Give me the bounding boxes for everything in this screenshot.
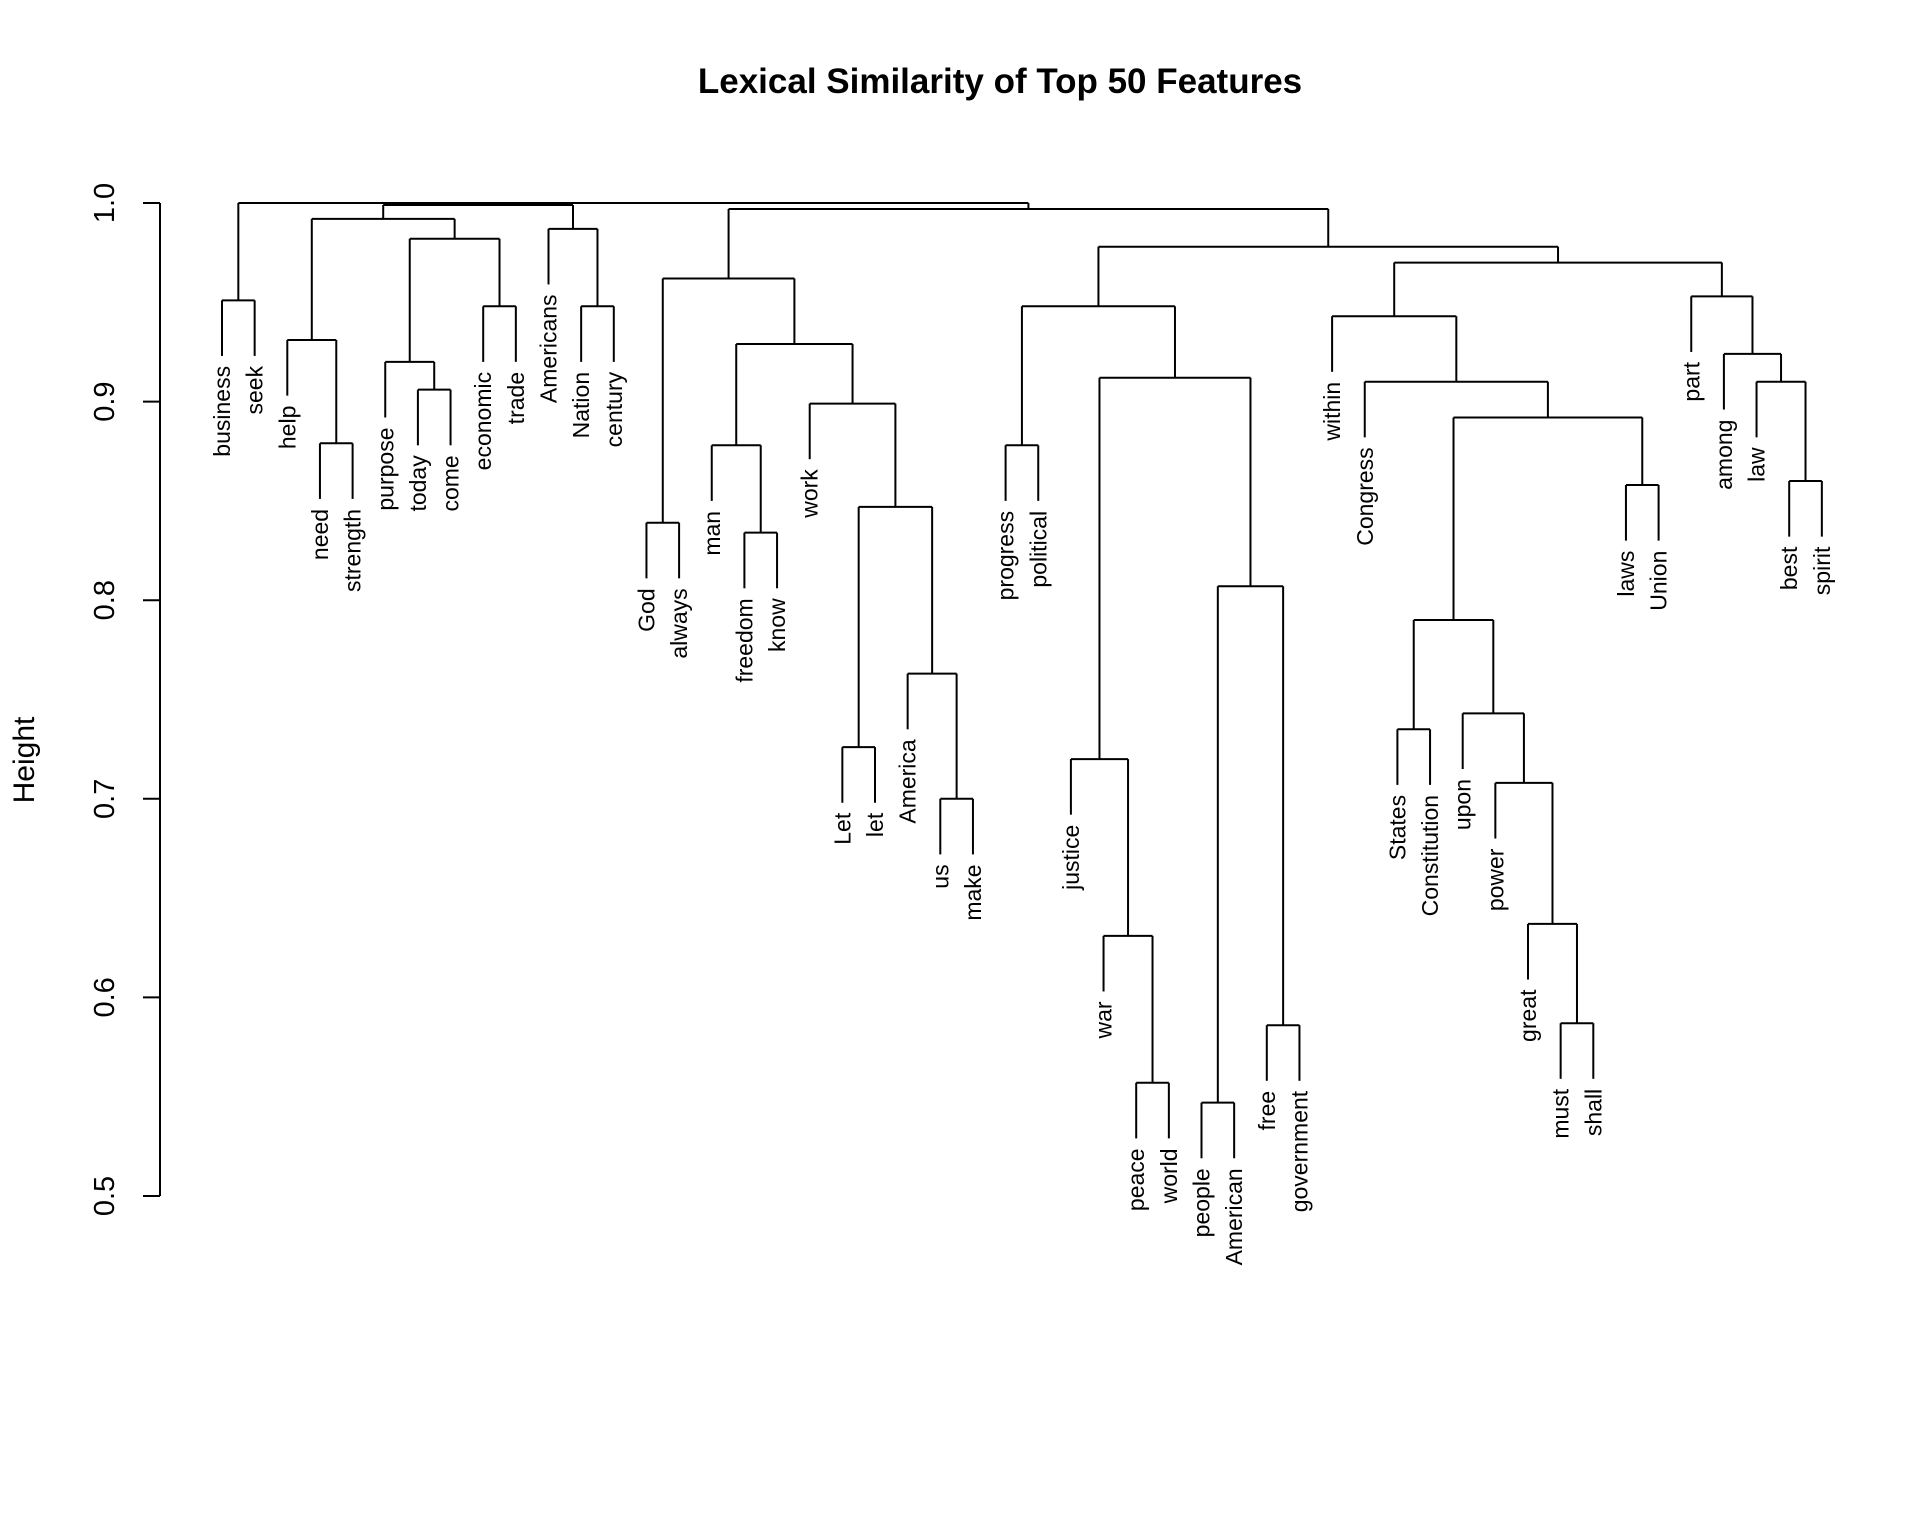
y-tick-label: 1.0: [89, 183, 121, 223]
leaf-label-great: great: [1515, 989, 1541, 1042]
y-tick-label: 0.8: [89, 580, 121, 620]
leaf-label-economic: economic: [470, 372, 496, 470]
leaf-label-seek: seek: [242, 365, 268, 414]
leaf-label-god: God: [633, 588, 659, 631]
leaf-label-let: let: [862, 812, 888, 837]
leaf-label-let: Let: [829, 812, 855, 845]
leaf-label-help: help: [274, 406, 300, 449]
leaf-label-nation: Nation: [568, 372, 594, 438]
leaf-label-union: Union: [1646, 551, 1672, 611]
leaf-label-government: government: [1286, 1090, 1312, 1212]
leaf-label-freedom: freedom: [731, 598, 757, 682]
leaf-label-american: American: [1221, 1168, 1247, 1265]
leaf-label-political: political: [1025, 511, 1051, 588]
chart-title: Lexical Similarity of Top 50 Features: [698, 62, 1302, 101]
leaf-label-congress: Congress: [1352, 447, 1378, 545]
leaf-label-upon: upon: [1450, 779, 1476, 830]
leaf-label-justice: justice: [1058, 825, 1084, 891]
leaf-label-progress: progress: [993, 511, 1019, 600]
leaf-label-war: war: [1091, 1001, 1117, 1039]
y-tick-label: 0.9: [89, 381, 121, 421]
leaf-label-america: America: [895, 739, 921, 824]
leaf-label-trade: trade: [503, 372, 529, 424]
leaf-label-best: best: [1776, 546, 1802, 590]
dendrogram-tree: [221, 202, 1823, 1159]
leaf-label-work: work: [797, 469, 823, 519]
leaf-label-free: free: [1254, 1091, 1280, 1131]
leaf-label-world: world: [1156, 1148, 1182, 1204]
leaf-label-make: make: [960, 864, 986, 920]
leaf-label-today: today: [405, 455, 431, 512]
y-tick-label: 0.7: [89, 779, 121, 819]
leaf-label-come: come: [438, 455, 464, 511]
leaf-label-man: man: [699, 511, 725, 556]
leaf-label-peace: peace: [1123, 1148, 1149, 1211]
leaf-label-states: States: [1384, 795, 1410, 860]
leaf-label-part: part: [1678, 361, 1704, 401]
leaf-label-always: always: [666, 588, 692, 658]
y-tick-label: 0.5: [89, 1176, 121, 1216]
leaf-label-power: power: [1482, 848, 1508, 911]
leaf-label-people: people: [1189, 1168, 1215, 1237]
y-axis-label: Height: [8, 716, 41, 803]
leaf-label-spirit: spirit: [1809, 546, 1835, 595]
leaf-label-within: within: [1319, 382, 1345, 442]
leaf-label-know: know: [764, 598, 790, 652]
leaf-label-strength: strength: [340, 509, 366, 592]
leaf-label-us: us: [927, 864, 953, 888]
leaf-label-business: business: [209, 366, 235, 457]
leaf-label-purpose: purpose: [372, 427, 398, 510]
leaf-label-shall: shall: [1580, 1089, 1606, 1136]
y-axis: 0.5 0.6 0.7 0.8 0.9 1.0: [89, 183, 161, 1216]
leaf-label-americans: Americans: [536, 294, 562, 403]
leaf-label-need: need: [307, 509, 333, 560]
leaf-label-laws: laws: [1613, 551, 1639, 597]
leaf-label-century: century: [601, 371, 627, 447]
leaf-label-among: among: [1711, 420, 1737, 490]
y-tick-label: 0.6: [89, 977, 121, 1017]
leaf-label-constitution: Constitution: [1417, 795, 1443, 916]
leaf-label-law: law: [1744, 447, 1770, 482]
leaf-label-must: must: [1548, 1088, 1574, 1138]
